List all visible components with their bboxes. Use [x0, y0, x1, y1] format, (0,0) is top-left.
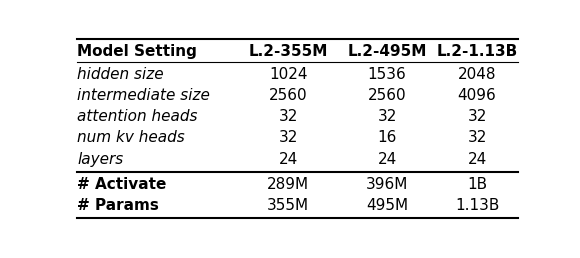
- Text: 1.13B: 1.13B: [455, 198, 499, 213]
- Text: 2048: 2048: [458, 67, 496, 82]
- Text: 289M: 289M: [267, 177, 309, 192]
- Text: 32: 32: [467, 131, 487, 146]
- Text: L.2-495M: L.2-495M: [347, 44, 427, 59]
- Text: intermediate size: intermediate size: [77, 88, 210, 103]
- Text: 16: 16: [378, 131, 397, 146]
- Text: L.2-1.13B: L.2-1.13B: [436, 44, 518, 59]
- Text: 1536: 1536: [368, 67, 407, 82]
- Text: 1B: 1B: [467, 177, 487, 192]
- Text: 495M: 495M: [366, 198, 408, 213]
- Text: layers: layers: [77, 152, 123, 167]
- Text: 1024: 1024: [269, 67, 307, 82]
- Text: 24: 24: [378, 152, 397, 167]
- Text: 32: 32: [278, 109, 298, 124]
- Text: 2560: 2560: [269, 88, 307, 103]
- Text: 32: 32: [378, 109, 397, 124]
- Text: 24: 24: [467, 152, 487, 167]
- Text: Model Setting: Model Setting: [77, 44, 197, 59]
- Text: 396M: 396M: [366, 177, 408, 192]
- Text: 2560: 2560: [368, 88, 407, 103]
- Text: hidden size: hidden size: [77, 67, 164, 82]
- Text: num kv heads: num kv heads: [77, 131, 185, 146]
- Text: 32: 32: [278, 131, 298, 146]
- Text: 355M: 355M: [267, 198, 309, 213]
- Text: # Params: # Params: [77, 198, 159, 213]
- Text: # Activate: # Activate: [77, 177, 166, 192]
- Text: L.2-355M: L.2-355M: [249, 44, 328, 59]
- Text: 4096: 4096: [458, 88, 496, 103]
- Text: 24: 24: [278, 152, 298, 167]
- Text: attention heads: attention heads: [77, 109, 198, 124]
- Text: 32: 32: [467, 109, 487, 124]
